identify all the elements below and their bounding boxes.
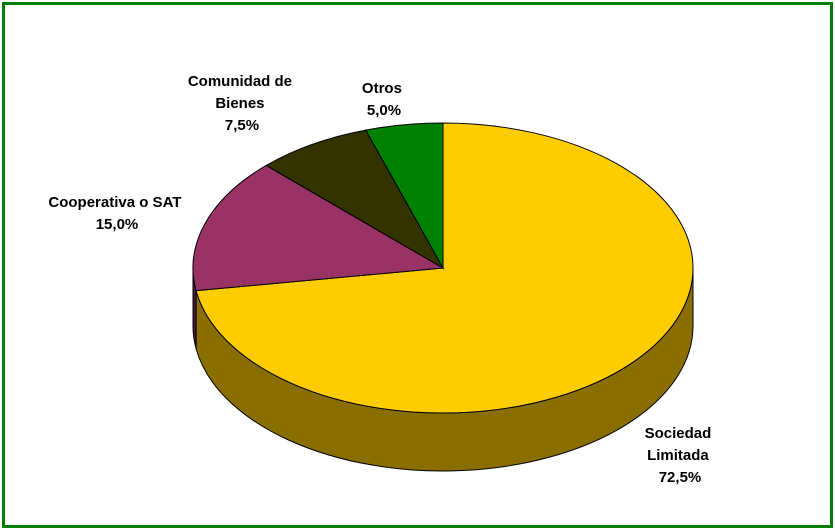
slice-label-line: Bienes	[215, 95, 264, 112]
slice-percent: 7,5%	[225, 117, 259, 134]
slice-label-line: Limitada	[647, 447, 709, 464]
pie-slice-2	[265, 129, 445, 270]
pie-slices	[192, 122, 694, 414]
slice-label-comunidad-de-bienes: Comunidad de Bienes 7,5%	[188, 73, 296, 134]
slice-label-cooperativa: Cooperativa o SAT 15,0%	[48, 194, 185, 233]
slice-label-line: Comunidad de	[188, 73, 292, 90]
pie-slice-0	[195, 122, 694, 414]
slice-label-line: Cooperativa o SAT	[48, 194, 181, 211]
pie-slice-1	[192, 164, 445, 292]
pie-slice-3	[364, 122, 444, 270]
slice-percent: 72,5%	[659, 469, 702, 486]
slice-percent: 5,0%	[367, 102, 401, 119]
slice-labels: Sociedad Limitada 72,5% Cooperativa o SA…	[48, 73, 716, 486]
slice-label-line: Otros	[362, 80, 402, 97]
slice-percent: 15,0%	[96, 216, 139, 233]
slice-label-sociedad-limitada: Sociedad Limitada 72,5%	[645, 425, 716, 486]
slice-label-line: Sociedad	[645, 425, 712, 442]
slice-label-otros: Otros 5,0%	[362, 80, 406, 119]
